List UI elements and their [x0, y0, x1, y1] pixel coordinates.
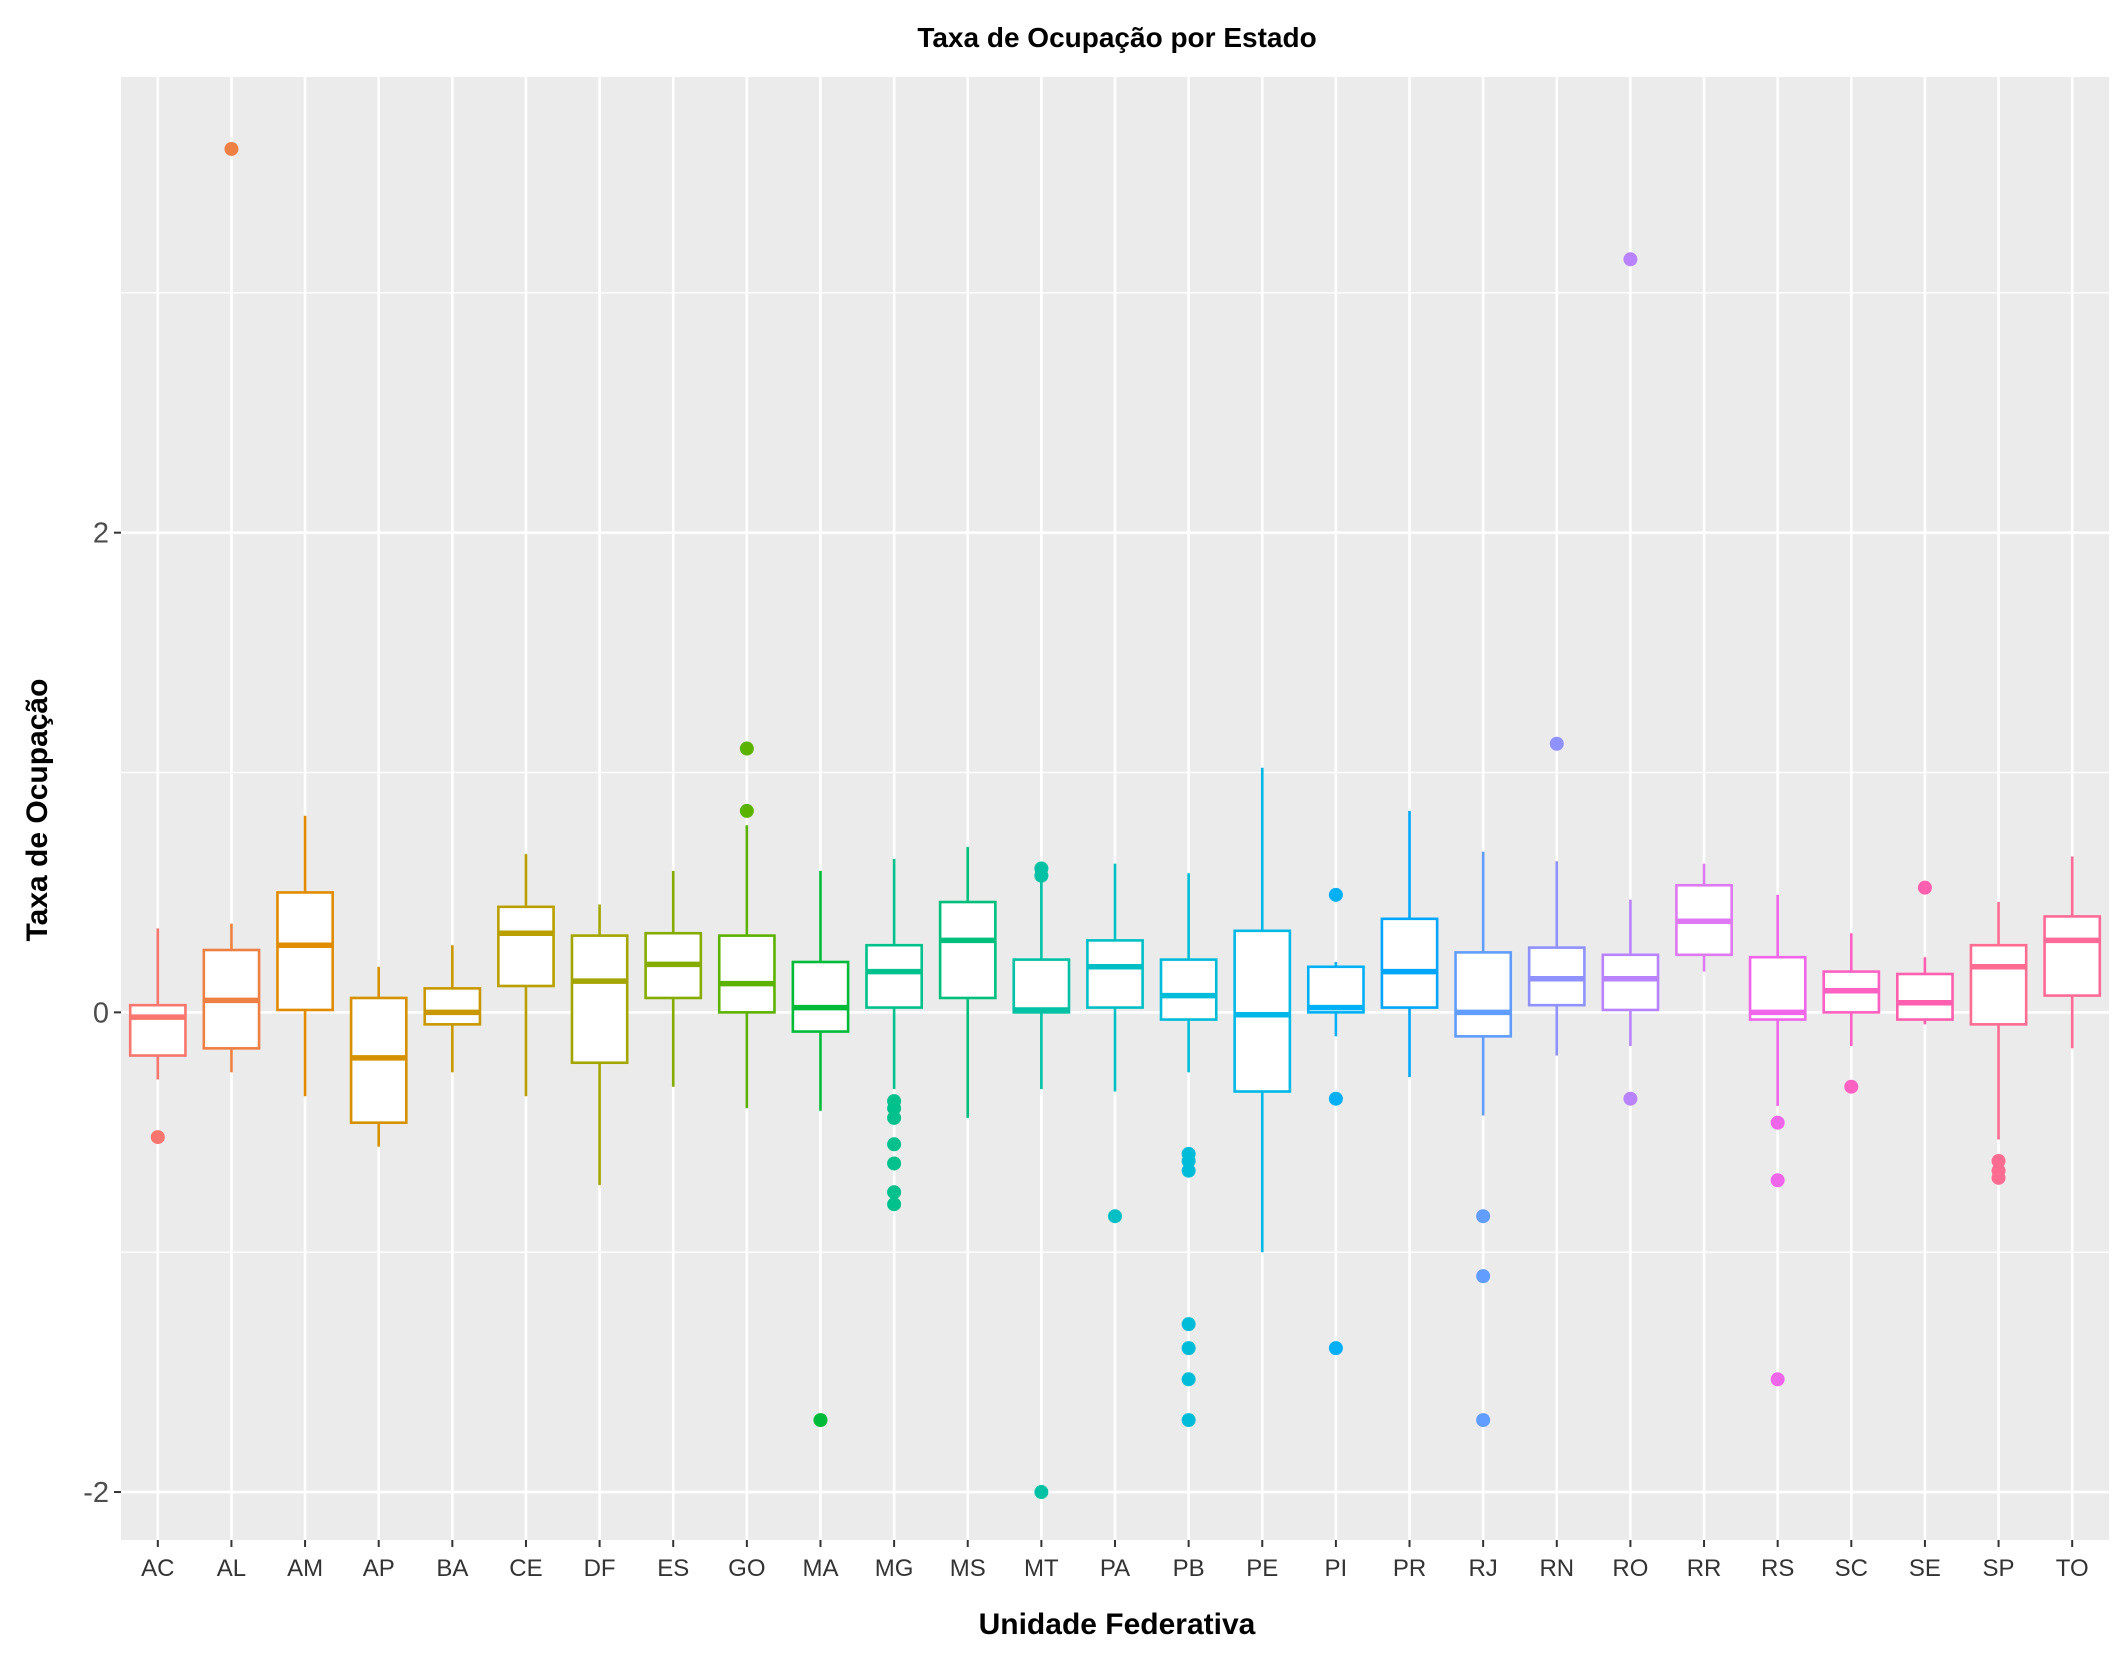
chart-title: Taxa de Ocupação por Estado — [917, 22, 1316, 53]
outlier-point-mt — [1034, 1485, 1049, 1500]
box-go — [717, 934, 776, 1014]
x-tick-label-ce: CE — [509, 1555, 542, 1582]
box-rj — [1454, 951, 1513, 1038]
outlier-point-mt — [1034, 861, 1049, 876]
outlier-point-ro — [1623, 252, 1638, 267]
outlier-point-rj — [1476, 1209, 1491, 1224]
box-df — [570, 934, 629, 1065]
outlier-point-go — [739, 803, 754, 818]
x-tick-label-se: SE — [1909, 1555, 1941, 1582]
x-tick-label-pr: PR — [1393, 1555, 1426, 1582]
outlier-point-rj — [1476, 1269, 1491, 1284]
box-ro — [1601, 953, 1660, 1012]
box-mg — [865, 943, 924, 1009]
x-tick-label-ms: MS — [950, 1555, 986, 1582]
outlier-point-pb — [1181, 1372, 1196, 1387]
x-tick-label-df: DF — [584, 1555, 616, 1582]
x-tick-label-ma: MA — [802, 1555, 838, 1582]
x-tick-label-to: TO — [2056, 1555, 2089, 1582]
x-tick-label-rs: RS — [1761, 1555, 1794, 1582]
x-tick-label-sp: SP — [1983, 1555, 2015, 1582]
outlier-point-pi — [1328, 1341, 1343, 1356]
outlier-point-pb — [1181, 1163, 1196, 1178]
box-pi — [1306, 965, 1365, 1014]
outlier-point-ro — [1623, 1091, 1638, 1106]
box-ma — [791, 960, 850, 1033]
outlier-point-pi — [1328, 887, 1343, 902]
box-pa — [1086, 939, 1144, 1009]
y-tick-label: 0 — [93, 997, 109, 1029]
outlier-point-rs — [1770, 1115, 1785, 1130]
x-tick-label-mt: MT — [1024, 1555, 1059, 1582]
x-tick-label-pi: PI — [1325, 1555, 1348, 1582]
box-pe — [1233, 929, 1292, 1093]
outlier-point-mg — [887, 1197, 902, 1212]
outlier-point-rj — [1476, 1413, 1491, 1428]
outlier-point-pa — [1108, 1209, 1122, 1224]
box-ce — [497, 905, 555, 988]
x-tick-label-pa: PA — [1100, 1555, 1130, 1582]
outlier-point-pb — [1181, 1317, 1196, 1332]
outlier-point-mg — [887, 1137, 902, 1152]
box-mt — [1012, 958, 1071, 1014]
x-tick-label-ro: RO — [1612, 1555, 1648, 1582]
outlier-point-pi — [1328, 1091, 1343, 1106]
plot-area: -2 0 2 AC AL AM AP BA CE DF ES GO MA MG MS MT PA PB PE PI PR… — [83, 77, 2109, 1582]
outlier-point-al — [224, 141, 239, 156]
x-tick-label-sc: SC — [1835, 1555, 1868, 1582]
x-tick-label-ba: BA — [436, 1555, 468, 1582]
outlier-point-rs — [1770, 1372, 1785, 1387]
y-tick-label: -2 — [83, 1477, 109, 1509]
box-ba — [423, 987, 482, 1026]
outlier-point-pb — [1181, 1154, 1196, 1169]
x-tick-label-rr: RR — [1687, 1555, 1722, 1582]
x-tick-label-mg: MG — [875, 1555, 914, 1582]
x-tick-label-es: ES — [657, 1555, 689, 1582]
x-tick-label-am: AM — [287, 1555, 323, 1582]
outlier-point-mg — [887, 1185, 902, 1200]
box-am — [276, 891, 334, 1012]
box-sp — [1969, 943, 2028, 1026]
box-pb — [1159, 958, 1218, 1021]
y-tick-label: 2 — [93, 518, 109, 550]
outlier-point-rn — [1549, 736, 1564, 751]
box-rs — [1748, 955, 1807, 1021]
x-tick-label-pb: PB — [1173, 1555, 1205, 1582]
outlier-point-se — [1917, 880, 1932, 895]
box-ac — [128, 1003, 187, 1057]
box-to — [2043, 915, 2102, 997]
x-tick-label-ac: AC — [141, 1555, 174, 1582]
y-axis-title: Taxa de Ocupação — [21, 679, 54, 942]
outlier-point-mg — [887, 1110, 902, 1125]
x-tick-label-rj: RJ — [1468, 1555, 1497, 1582]
x-tick-label-pe: PE — [1246, 1555, 1278, 1582]
outlier-point-ac — [150, 1130, 165, 1145]
outlier-point-sc — [1844, 1079, 1859, 1094]
outlier-point-sp — [1991, 1154, 2006, 1169]
box-pr — [1380, 917, 1439, 1009]
x-tick-label-rn: RN — [1539, 1555, 1574, 1582]
outlier-point-sp — [1991, 1170, 2006, 1185]
outlier-point-pb — [1181, 1413, 1196, 1428]
x-tick-label-go: GO — [728, 1555, 765, 1582]
outlier-point-pb — [1181, 1341, 1196, 1356]
box-ms — [938, 900, 997, 1000]
outlier-point-rs — [1770, 1173, 1785, 1188]
x-axis-title: Unidade Federativa — [979, 1608, 1256, 1641]
outlier-point-ma — [813, 1413, 828, 1428]
box-se — [1896, 972, 1954, 1021]
outlier-point-mg — [887, 1156, 902, 1171]
outlier-point-go — [739, 741, 754, 756]
outlier-point-mg — [887, 1101, 902, 1116]
x-tick-label-al: AL — [217, 1555, 246, 1582]
x-tick-label-ap: AP — [363, 1555, 395, 1582]
